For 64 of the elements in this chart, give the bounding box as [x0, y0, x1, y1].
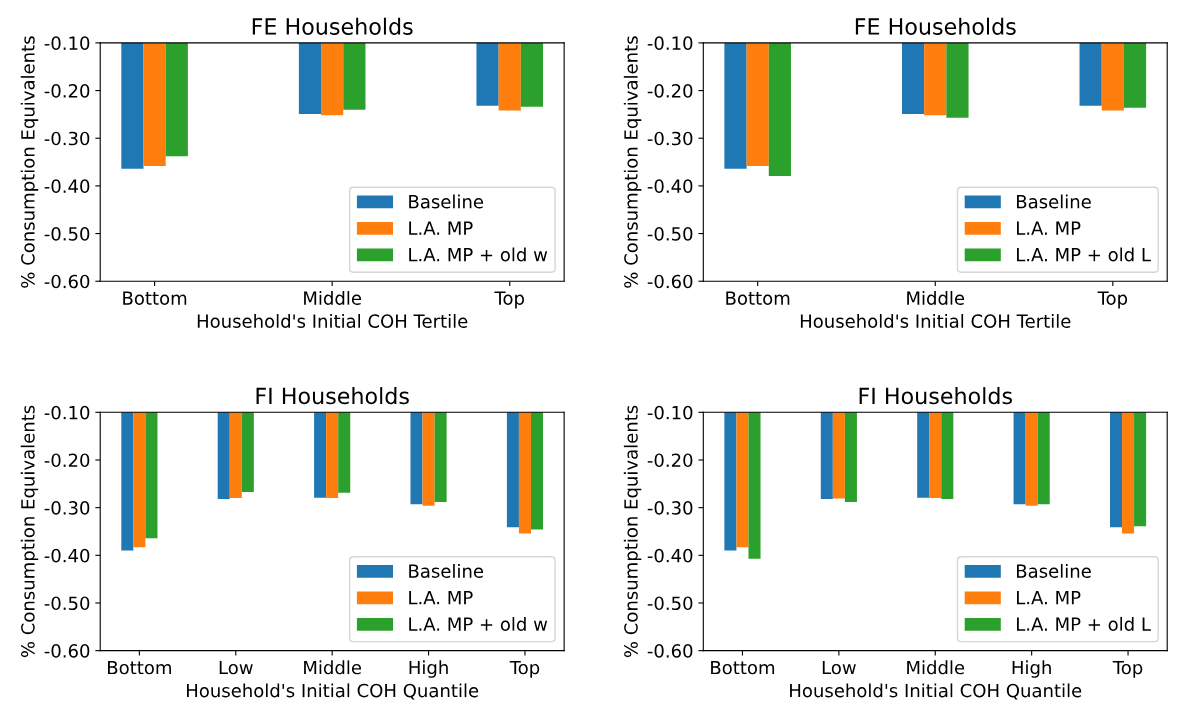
- chart-title: FI Households: [256, 387, 409, 405]
- x-axis-title: Household's Initial COH Quantile: [790, 683, 1082, 700]
- y-tick-label: -0.40: [647, 548, 693, 563]
- legend-label: L.A. MP: [1017, 590, 1081, 605]
- y-tick-label: -0.60: [44, 274, 90, 289]
- y-tick-label: -0.20: [647, 453, 693, 468]
- x-tick-label: High: [409, 660, 448, 678]
- x-axis-title: Household's Initial COH Tertile: [800, 313, 1071, 328]
- legend-label: Baseline: [1017, 194, 1091, 209]
- x-tick-label: Bottom: [123, 291, 187, 305]
- legend-label: L.A. MP + old L: [1017, 616, 1151, 631]
- legend-label: Baseline: [1017, 563, 1091, 578]
- y-tick-label: -0.60: [44, 644, 90, 658]
- x-tick-label: Middle: [907, 290, 965, 305]
- legend-label: L.A. MP + old w: [409, 616, 548, 631]
- y-tick-label: -0.50: [44, 227, 90, 241]
- y-tick-label: -0.60: [647, 644, 693, 658]
- y-tick-label: -0.20: [647, 84, 693, 98]
- legend-label: Baseline: [409, 563, 484, 578]
- y-tick-label: -0.60: [647, 274, 693, 289]
- x-tick-label: Middle: [907, 660, 965, 675]
- x-tick-label: Top: [1097, 291, 1128, 309]
- legend-label: Baseline: [409, 194, 484, 209]
- y-tick-label: -0.30: [647, 501, 693, 515]
- y-tick-label: -0.40: [44, 179, 90, 194]
- y-tick-label: -0.20: [44, 453, 90, 468]
- legend-label: L.A. MP: [409, 590, 473, 605]
- y-tick-label: -0.50: [647, 596, 693, 611]
- x-tick-label: Bottom: [711, 660, 775, 675]
- x-tick-label: Top: [509, 660, 540, 678]
- y-tick-label: -0.30: [647, 131, 693, 146]
- y-tick-label: -0.40: [647, 179, 693, 194]
- legend-label: L.A. MP: [409, 221, 473, 235]
- y-tick-label: -0.50: [647, 227, 693, 241]
- y-tick-label: -0.20: [44, 84, 90, 98]
- y-tick-label: -0.10: [647, 36, 693, 51]
- y-axis-title: % Consumption Equivalents: [20, 36, 39, 288]
- legend-label: L.A. MP + old L: [1017, 247, 1151, 262]
- y-tick-label: -0.40: [44, 548, 90, 563]
- y-axis-title: % Consumption Equivalents: [20, 405, 39, 658]
- y-axis-title: % Consumption Equivalents: [623, 36, 642, 288]
- y-tick-label: -0.10: [44, 36, 90, 51]
- x-tick-label: Low: [822, 660, 856, 675]
- legend-label: L.A. MP + old w: [409, 247, 548, 262]
- x-tick-label: Bottom: [726, 291, 790, 305]
- legend-label: L.A. MP: [1017, 221, 1081, 235]
- x-tick-label: Top: [494, 291, 524, 309]
- y-tick-label: -0.10: [647, 405, 693, 420]
- y-tick-label: -0.10: [44, 405, 90, 420]
- x-tick-label: Bottom: [108, 660, 171, 675]
- y-axis-title: % Consumption Equivalents: [623, 405, 642, 658]
- x-tick-label: Low: [219, 660, 253, 675]
- y-tick-label: -0.30: [44, 501, 90, 515]
- x-tick-label: Middle: [304, 660, 362, 675]
- chart-title: FE Households: [252, 17, 413, 35]
- x-axis-title: Household's Initial COH Tertile: [197, 313, 468, 328]
- x-axis-title: Household's Initial COH Quantile: [187, 683, 479, 700]
- x-tick-label: High: [1012, 660, 1051, 678]
- y-tick-label: -0.30: [44, 131, 90, 146]
- chart-title: FE Households: [855, 17, 1016, 35]
- x-tick-label: Middle: [304, 290, 362, 305]
- chart-title: FI Households: [859, 387, 1012, 405]
- x-tick-label: Top: [1112, 660, 1143, 678]
- y-tick-label: -0.50: [44, 596, 90, 611]
